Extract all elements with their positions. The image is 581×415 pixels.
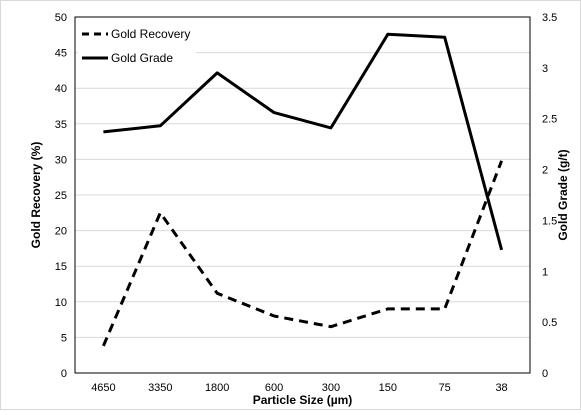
y-tick-label: 25 — [55, 190, 67, 202]
x-tick-label: 150 — [379, 382, 397, 394]
x-tick-label: 300 — [322, 382, 340, 394]
x-tick-label: 3350 — [148, 382, 172, 394]
legend: Gold Recovery Gold Grade — [78, 22, 196, 68]
y2-tick-label: 0 — [542, 368, 548, 380]
legend-box — [78, 22, 196, 68]
y2-tick-label: 1 — [542, 266, 548, 278]
y2-tick-label: 2.5 — [542, 114, 557, 126]
y2-axis-title: Gold Grade (g/t) — [556, 149, 570, 240]
x-tick-label: 75 — [439, 382, 451, 394]
y2-tick-label: 3.5 — [542, 12, 557, 24]
y2-tick-label: 3 — [542, 63, 548, 75]
y-tick-label: 10 — [55, 297, 67, 309]
x-tick-label: 600 — [265, 382, 283, 394]
y-axis-title: Gold Recovery (%) — [29, 142, 43, 249]
y-tick-label: 15 — [55, 261, 67, 273]
y-tick-label: 35 — [55, 119, 67, 131]
y-tick-label: 5 — [61, 332, 67, 344]
series-line-gold-recovery — [102, 160, 504, 347]
y-tick-label: 30 — [55, 154, 67, 166]
x-tick-label: 38 — [495, 382, 507, 394]
x-axis-ticks: 4650 3350 1800 600 300 150 75 38 — [91, 382, 507, 394]
y2-tick-label: 0.5 — [542, 317, 557, 329]
x-axis-title: Particle Size (µm) — [253, 393, 353, 407]
y2-tick-label: 2 — [542, 165, 548, 177]
series-line-gold-grade — [103, 32, 504, 251]
x-tick-label: 1800 — [205, 382, 229, 394]
y-tick-label: 20 — [55, 226, 67, 238]
y-axis-ticks: 0 5 10 15 20 25 30 35 40 45 50 — [55, 12, 67, 380]
series-layer — [102, 32, 504, 347]
y-tick-label: 45 — [55, 48, 67, 60]
y2-tick-label: 1.5 — [542, 215, 557, 227]
y-tick-label: 0 — [61, 368, 67, 380]
y-tick-label: 50 — [55, 12, 67, 24]
legend-label-gold-grade: Gold Grade — [111, 51, 173, 65]
plot-frame — [74, 16, 531, 374]
y2-axis-ticks: 0 0.5 1 1.5 2 2.5 3 3.5 — [542, 12, 557, 380]
x-tick-label: 4650 — [91, 382, 115, 394]
y-tick-label: 40 — [55, 83, 67, 95]
legend-label-gold-recovery: Gold Recovery — [111, 27, 190, 41]
